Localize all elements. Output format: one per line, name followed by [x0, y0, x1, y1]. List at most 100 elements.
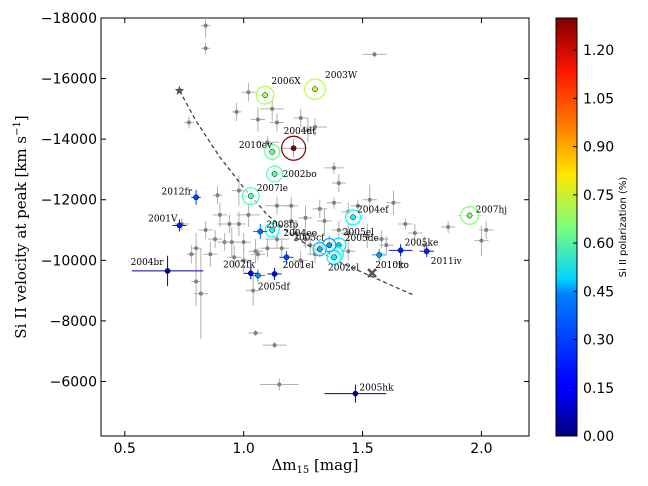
- grey-point-dot: [365, 234, 370, 239]
- grey-point-dot: [272, 343, 277, 348]
- polarization-point-dot: [164, 268, 171, 274]
- colorbar-tick-label: 0.60: [583, 236, 614, 252]
- grey-point: [193, 248, 208, 340]
- y-tick-label: −10000: [41, 253, 97, 269]
- grey-point-dot: [246, 90, 251, 95]
- x-tick-label: 1.0: [233, 441, 255, 457]
- grey-point: [198, 220, 213, 240]
- polarization-point: [281, 135, 307, 161]
- point-label: 2002el: [328, 263, 359, 273]
- grey-point-dot: [484, 228, 489, 233]
- plot-area: 0.5 1.0 1.5 2.0 −18000 −16000 −14000 −12000 −10…: [41, 11, 530, 457]
- grey-point: [300, 117, 315, 143]
- grey-point: [284, 196, 299, 215]
- polarization-point: [131, 255, 204, 287]
- grey-point-dot: [367, 197, 372, 202]
- grey-point: [362, 51, 387, 58]
- grey-point-dot: [203, 228, 208, 233]
- point-label: 2010ko: [375, 261, 409, 271]
- grey-point-dot: [229, 240, 234, 245]
- grey-point-dot: [236, 221, 241, 226]
- polarization-point-dot: [331, 254, 337, 261]
- y-axis-title-superscript: −1: [12, 121, 23, 136]
- polarization-point-dot: [271, 171, 278, 177]
- y-tick-label: −6000: [50, 374, 97, 390]
- point-labels: 2006X 2003W 2004dt 2010ev 2002bo 2007le 2012fr…: [131, 71, 507, 393]
- colorbar-tick-label: 0.30: [583, 333, 614, 349]
- x-axis-title: Δm15 [mag]: [271, 456, 358, 476]
- grey-point-dot: [298, 258, 303, 263]
- grey-point: [288, 223, 304, 243]
- polarization-point-dot: [257, 228, 264, 235]
- grey-point-dot: [303, 237, 308, 242]
- grey-point-dot: [384, 243, 389, 248]
- point-label: 2005df: [258, 283, 291, 293]
- grey-point-dot: [236, 188, 241, 193]
- grey-point-dot: [194, 279, 199, 284]
- grey-point: [262, 342, 287, 349]
- polarization-point: [303, 78, 327, 100]
- polarization-point: [253, 223, 268, 240]
- colorbar-tick-label: 0.45: [583, 284, 614, 300]
- grey-point-dot: [255, 117, 260, 122]
- grey-point: [260, 378, 299, 391]
- grey-point-dot: [194, 246, 199, 251]
- grey-point-dot: [217, 212, 222, 217]
- grey-point: [293, 108, 308, 128]
- grey-point: [212, 186, 223, 205]
- colorbar-ticks: 0.00 0.15 0.30 0.45 0.60 0.75 0.90 1.05 1.20: [573, 43, 614, 445]
- colorbar-tick-label: 0.75: [583, 188, 614, 204]
- grey-point: [298, 205, 313, 231]
- colorbar-tick-label: 0.00: [583, 429, 614, 445]
- point-label: 2006X: [271, 77, 301, 87]
- point-label: 2004dt: [284, 127, 317, 137]
- grey-point-dot: [332, 200, 337, 205]
- star-marker: [174, 85, 185, 95]
- grey-point: [341, 242, 356, 261]
- plot-frame: [100, 17, 530, 437]
- polarization-point-dot: [283, 254, 290, 261]
- grey-point-dot: [305, 128, 310, 133]
- polarization-point-dot: [326, 242, 333, 249]
- grey-point: [231, 102, 242, 121]
- grey-point-dot: [372, 52, 377, 57]
- polarization-point-dot: [466, 212, 473, 219]
- grey-point: [191, 257, 201, 306]
- point-label: 2010ev: [239, 141, 273, 151]
- y-tick-label: −14000: [41, 132, 97, 148]
- point-label: 2012fr: [162, 187, 193, 197]
- polarization-point: [250, 269, 266, 282]
- polarization-point-dot: [271, 271, 278, 277]
- polarization-point: [372, 248, 387, 261]
- grey-point-dot: [412, 231, 417, 236]
- colorbar-title: Si II polarization (%): [618, 177, 629, 278]
- point-label: 2002fk: [223, 260, 255, 270]
- grey-point-dot: [346, 231, 351, 236]
- grey-point: [248, 329, 263, 337]
- polarization-point: [457, 206, 482, 225]
- grey-point: [398, 217, 413, 231]
- polarization-point: [279, 251, 294, 264]
- point-label: 2002bo: [283, 170, 317, 180]
- grey-point: [203, 242, 218, 267]
- data-layer: [131, 18, 494, 403]
- x-marker: [367, 268, 377, 278]
- grey-point-dot: [253, 249, 258, 254]
- x-axis-title-subscript: 15: [297, 465, 310, 476]
- point-label: 2007hj: [476, 206, 508, 216]
- colorbar-tick-label: 1.05: [583, 91, 614, 107]
- grey-point: [293, 251, 308, 270]
- polarization-point: [267, 267, 282, 281]
- grey-point-dot: [379, 237, 384, 242]
- polarization-point: [388, 244, 413, 257]
- x-tick-label: 0.5: [114, 441, 136, 457]
- grey-point: [231, 211, 247, 237]
- grey-point: [265, 230, 289, 249]
- y-axis-ticks: −18000 −16000 −14000 −12000 −10000 −8000 −6000: [41, 11, 529, 390]
- grey-point-dot: [336, 228, 341, 233]
- grey-point: [331, 220, 346, 240]
- grey-point: [379, 236, 394, 255]
- grey-point-dot: [274, 203, 279, 208]
- grey-point: [241, 83, 256, 102]
- x-axis-ticks: 0.5 1.0 1.5 2.0: [114, 18, 493, 457]
